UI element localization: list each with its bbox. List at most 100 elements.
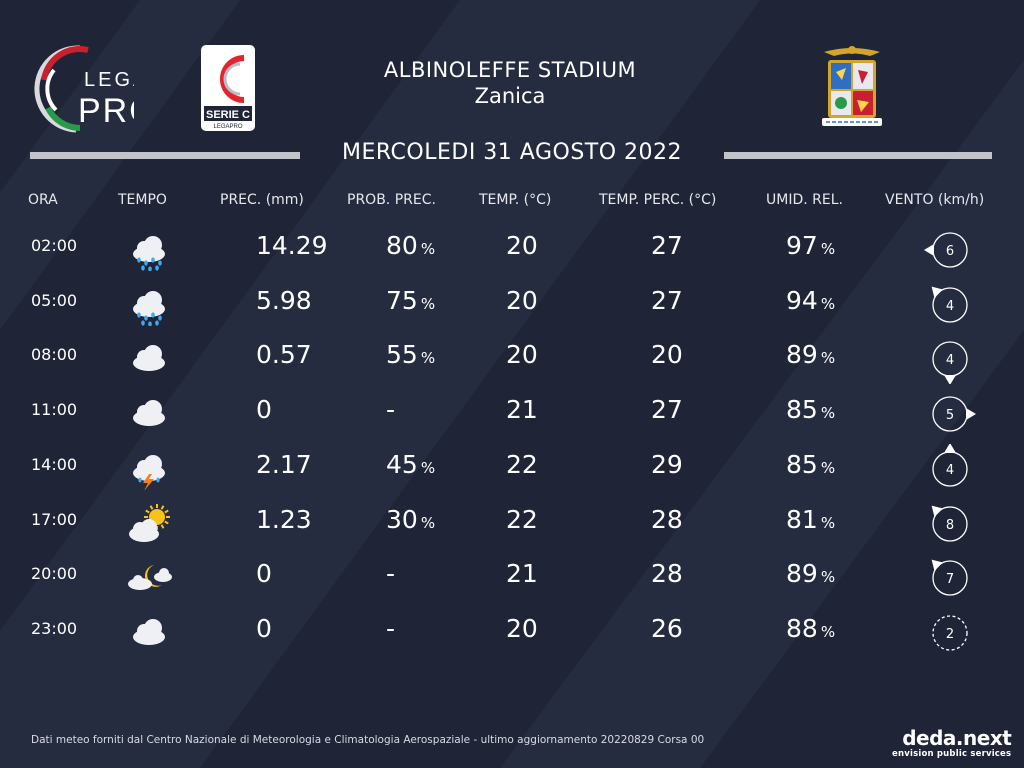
wind-speed: 4 (946, 299, 954, 314)
probability-unit: % (420, 458, 436, 477)
stadium-name: ALBINOLEFFE STADIUM (383, 58, 637, 82)
row-perceived-temperature: 28 (651, 559, 683, 589)
row-precipitation: 0 (256, 559, 272, 589)
wind-speed: 2 (946, 627, 954, 642)
forecast-row: 11:00 0 - 21 27 85% 5 (0, 389, 1024, 444)
wind-indicator: 8 (922, 499, 978, 549)
date-divider-right (724, 152, 992, 159)
legapro-logo-text-bottom: PRO (78, 92, 134, 130)
row-precipitation-probability: 75% (386, 286, 435, 315)
wind-speed: 7 (946, 572, 954, 587)
forecast-row: 02:00 14.29 80% 20 27 97% 6 (0, 225, 1024, 280)
row-precipitation: 0.57 (256, 340, 312, 370)
wind-direction-arrow (924, 244, 934, 256)
humidity-value: 81 (786, 504, 818, 534)
row-perceived-temperature: 29 (651, 449, 683, 479)
legapro-logo-text-top: LEGA (84, 69, 134, 91)
forecast-row: 05:00 5.98 75% 20 27 94% 4 (0, 280, 1024, 335)
row-time: 02:00 (31, 236, 78, 255)
humidity-unit: % (820, 294, 836, 313)
wind-indicator: 4 (922, 280, 978, 330)
row-humidity: 88% (786, 614, 835, 643)
humidity-unit: % (820, 404, 836, 423)
probability-value: 55 (386, 340, 418, 370)
row-humidity: 97% (786, 231, 835, 260)
wind-speed: 4 (946, 353, 954, 368)
wind-indicator: 6 (922, 225, 978, 275)
wind-indicator: 2 (922, 608, 978, 658)
wind-speed: 4 (946, 463, 954, 478)
humidity-value: 85 (786, 395, 818, 425)
row-temperature: 22 (506, 504, 538, 534)
row-precipitation-probability: 45% (386, 450, 435, 479)
cloud-icon (124, 610, 174, 654)
row-perceived-temperature: 26 (651, 613, 683, 643)
wind-indicator: 4 (922, 442, 978, 494)
wind-speed: 8 (946, 518, 954, 533)
humidity-unit: % (820, 240, 836, 258)
forecast-date: MERCOLEDI 31 AGOSTO 2022 (341, 140, 683, 165)
brand-name: deda.next (902, 726, 1012, 750)
row-precipitation-probability: - (386, 395, 398, 424)
row-precipitation: 0 (256, 395, 272, 425)
cloud-icon (124, 391, 174, 435)
row-humidity: 89% (786, 340, 835, 369)
humidity-value: 88 (786, 613, 818, 643)
row-precipitation: 14.29 (256, 231, 328, 260)
probability-value: 45 (386, 449, 418, 479)
partly-sunny-icon (124, 501, 174, 545)
brand-tagline: envision public services (892, 749, 1012, 759)
wind-direction-arrow (944, 375, 956, 386)
row-precipitation-probability: 30% (386, 505, 435, 534)
probability-value: 75 (386, 285, 418, 315)
wind-speed: 6 (946, 244, 954, 259)
column-header-umid: UMID. REL. (766, 192, 843, 208)
row-precipitation-probability: 55% (386, 340, 435, 369)
seriec-logo-subtext: LEGAPRO (213, 124, 242, 130)
date-divider-left (30, 152, 300, 159)
wind-direction-arrow (931, 505, 943, 517)
row-time: 20:00 (31, 564, 78, 584)
row-temperature: 20 (506, 613, 538, 643)
humidity-value: 97 (786, 231, 818, 260)
row-precipitation: 1.23 (256, 504, 312, 534)
partly-cloudy-night-icon (124, 555, 174, 599)
row-perceived-temperature: 20 (651, 340, 683, 370)
humidity-unit: % (820, 568, 836, 587)
probability-unit: % (420, 349, 436, 368)
row-precipitation-probability: - (386, 614, 398, 643)
forecast-row: 08:00 0.57 55% 20 20 89% 4 (0, 334, 1024, 389)
column-header-temp: TEMP. (°C) (479, 192, 552, 208)
header-title: ALBINOLEFFE STADIUM Zanica (300, 58, 720, 108)
row-humidity: 85% (786, 450, 835, 479)
wind-indicator: 4 (922, 334, 978, 386)
column-header-vento: VENTO (km/h) (885, 192, 985, 208)
row-humidity: 89% (786, 559, 835, 588)
row-precipitation-probability: 80% (386, 231, 435, 260)
data-source-note: Dati meteo forniti dal Centro Nazionale … (31, 734, 705, 746)
row-humidity: 94% (786, 286, 835, 315)
probability-value: 30 (386, 504, 418, 534)
wind-direction-arrow (931, 286, 943, 298)
row-humidity: 85% (786, 395, 835, 424)
dedanext-logo: deda.next envision public services (892, 726, 1012, 759)
heavy-rain-icon (124, 282, 174, 327)
column-header-ora: ORA (28, 192, 58, 208)
cloud-icon (124, 336, 174, 380)
seriec-logo: SERIE C LEGAPRO (200, 44, 256, 132)
row-time: 14:00 (31, 454, 78, 474)
probability-value: - (386, 559, 396, 589)
humidity-unit: % (820, 349, 836, 368)
row-precipitation: 5.98 (256, 285, 312, 315)
humidity-value: 89 (786, 340, 818, 370)
row-perceived-temperature: 28 (651, 504, 683, 534)
row-time: 17:00 (31, 509, 78, 529)
forecast-row: 17:00 1.23 30% 22 28 81% 8 (0, 499, 1024, 554)
row-temperature: 20 (506, 340, 538, 370)
row-temperature: 21 (506, 559, 538, 589)
probability-value: 80 (386, 231, 418, 260)
wind-indicator: 7 (922, 553, 978, 603)
wind-direction-arrow (966, 408, 976, 421)
column-header-temp-perc: TEMP. PERC. (°C) (599, 192, 717, 208)
